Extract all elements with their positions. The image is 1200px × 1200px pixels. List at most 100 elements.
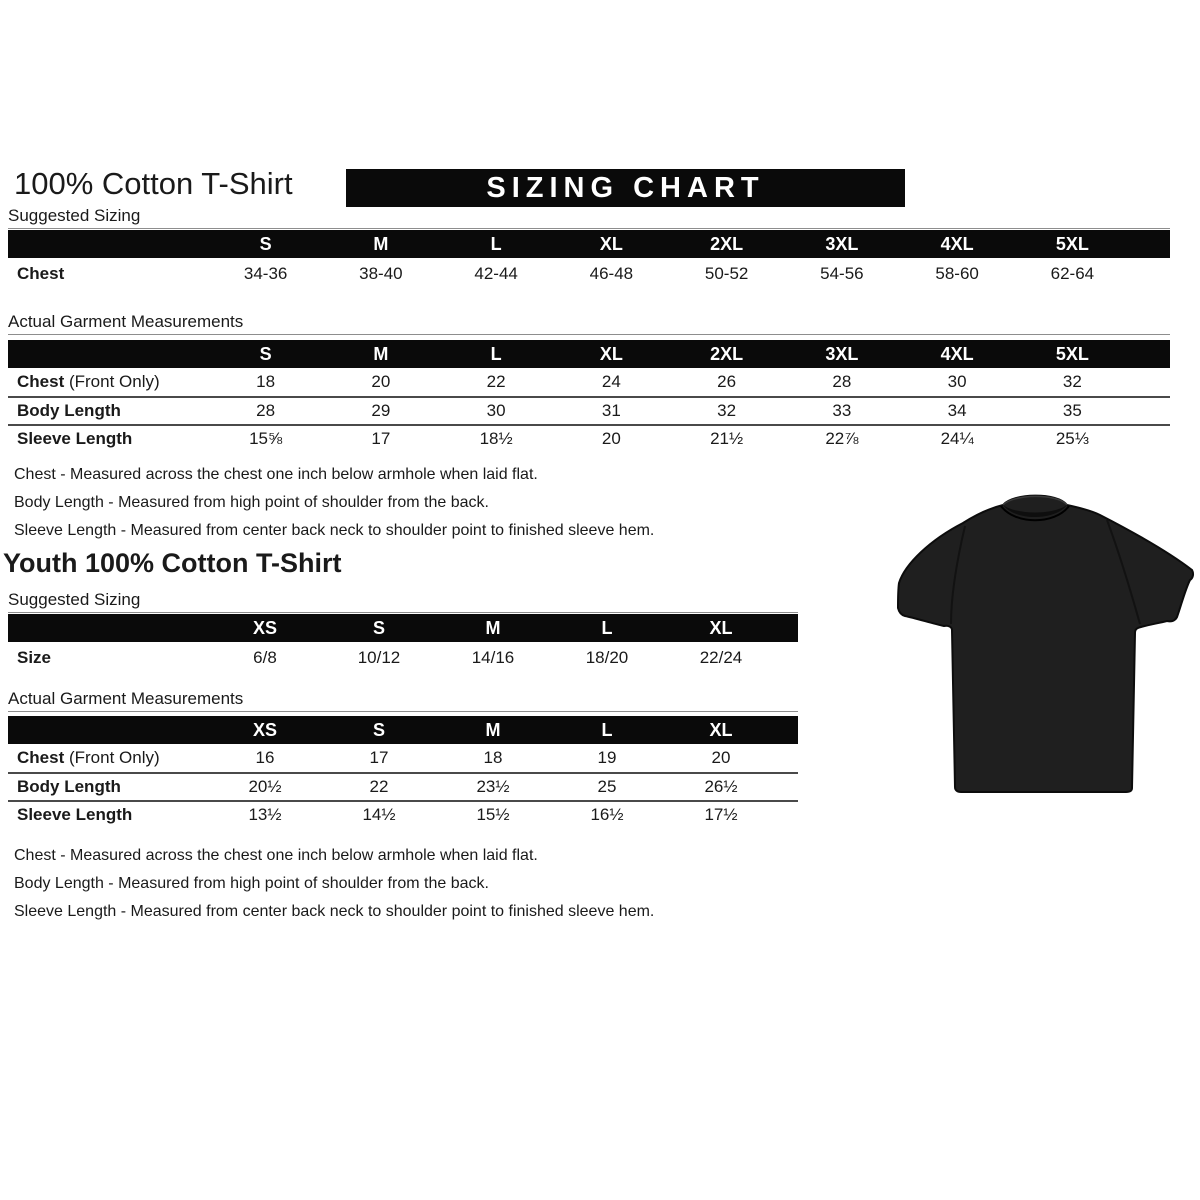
size-column-header: M (485, 719, 501, 740)
size-column-header: XL (709, 719, 733, 740)
size-column-header: XL (599, 343, 623, 364)
value-cell: 22 (369, 777, 389, 796)
youth-suggested-sizing-table: XS S M L XL Size 6/8 10/12 14/16 18/20 22/24 (8, 614, 798, 674)
value-cell: 14½ (362, 805, 396, 824)
value-cell: 62-64 (1050, 264, 1095, 283)
row-label: Size (17, 648, 52, 667)
table-row: Body Length 28 29 30 31 32 33 34 35 (8, 396, 1170, 424)
sizing-chart-banner: SIZING CHART (346, 169, 905, 207)
adult-actual-measurements-table: S M L XL 2XL 3XL 4XL 5XL Chest (Front Only) 18 20 2… (8, 340, 1170, 452)
size-column-header: 5XL (1055, 343, 1089, 364)
value-cell: 20 (601, 429, 621, 448)
size-column-header: L (490, 343, 502, 364)
tshirt-collar-highlight (1002, 495, 1068, 506)
value-cell: 18/20 (585, 648, 629, 667)
value-cell: 20 (371, 372, 391, 391)
value-cell: 19 (597, 748, 617, 767)
size-column-header: M (485, 617, 501, 638)
note-body-length: Body Length - Measured from high point o… (14, 875, 489, 892)
youth-actual-measurements-table: XS S M L XL Chest (Front Only) 16 17 18 19 20 Body … (8, 716, 798, 828)
table-header-row: S M L XL 2XL 3XL 4XL 5XL (8, 230, 1170, 258)
value-cell: 17 (369, 748, 389, 767)
value-cell: 20½ (248, 777, 282, 796)
value-cell: 20 (711, 748, 731, 767)
size-column-header: M (373, 233, 389, 254)
value-cell: 34-36 (243, 264, 288, 283)
table-header-row: XS S M L XL (8, 716, 798, 744)
value-cell: 30 (486, 401, 506, 420)
row-label: Sleeve Length (17, 805, 133, 824)
value-cell: 58-60 (935, 264, 979, 283)
value-cell: 26½ (704, 777, 738, 796)
value-cell: 25⅓ (1055, 429, 1089, 448)
value-cell: 38-40 (359, 264, 403, 283)
row-label: Chest (Front Only) (17, 372, 160, 391)
value-cell: 15½ (476, 805, 510, 824)
value-cell: 16 (255, 748, 275, 767)
value-cell: 32 (717, 401, 737, 420)
value-cell: 22⅞ (825, 429, 859, 448)
size-column-header: 5XL (1055, 233, 1089, 254)
value-cell: 10/12 (357, 648, 401, 667)
adult-measurement-notes: Chest - Measured across the chest one in… (14, 461, 654, 545)
table-row: Sleeve Length 15⅝ 17 18½ 20 21½ 22⅞ 24¼ 25⅓ (8, 424, 1170, 452)
value-cell: 22/24 (699, 648, 743, 667)
section-label-youth-suggested-sizing: Suggested Sizing (8, 589, 798, 613)
size-column-header: XS (252, 617, 277, 638)
value-cell: 32 (1062, 372, 1082, 391)
table-header-row: XS S M L XL (8, 614, 798, 642)
note-chest: Chest - Measured across the chest one in… (14, 466, 538, 483)
value-cell: 17½ (704, 805, 738, 824)
table-row: Body Length 20½ 22 23½ 25 26½ (8, 772, 798, 800)
tshirt-collar (1003, 505, 1067, 517)
size-column-header: M (373, 343, 389, 364)
value-cell: 17 (371, 429, 391, 448)
youth-measurement-notes: Chest - Measured across the chest one in… (14, 842, 654, 926)
size-column-header: XL (709, 617, 733, 638)
value-cell: 31 (601, 401, 621, 420)
value-cell: 28 (256, 401, 276, 420)
note-chest: Chest - Measured across the chest one in… (14, 847, 538, 864)
note-sleeve-length: Sleeve Length - Measured from center bac… (14, 522, 655, 539)
value-cell: 21½ (710, 429, 744, 448)
section-label-adult-actual-measurements: Actual Garment Measurements (8, 311, 1170, 335)
value-cell: 29 (371, 401, 391, 420)
black-tshirt-image (897, 494, 1195, 793)
tshirt-right-sleeve-seam (1106, 519, 1141, 625)
page-title: 100% Cotton T-Shirt (14, 166, 293, 201)
value-cell: 22 (486, 372, 506, 391)
size-column-header: 4XL (940, 343, 974, 364)
youth-title: Youth 100% Cotton T-Shirt (3, 548, 342, 578)
size-column-header: S (372, 617, 385, 638)
size-column-header: XL (599, 233, 623, 254)
value-cell: 16½ (590, 805, 624, 824)
value-cell: 35 (1062, 401, 1082, 420)
value-cell: 23½ (476, 777, 510, 796)
value-cell: 28 (832, 372, 852, 391)
table-row: Size 6/8 10/12 14/16 18/20 22/24 (8, 642, 798, 674)
section-label-adult-suggested-sizing: Suggested Sizing (8, 205, 1170, 229)
size-column-header: 2XL (710, 233, 744, 254)
value-cell: 6/8 (253, 648, 277, 667)
row-label: Chest (Front Only) (17, 748, 160, 767)
table-row: Chest (Front Only) 16 17 18 19 20 (8, 744, 798, 772)
size-column-header: 4XL (940, 233, 974, 254)
section-label-youth-actual-measurements: Actual Garment Measurements (8, 688, 798, 712)
table-header-row: S M L XL 2XL 3XL 4XL 5XL (8, 340, 1170, 368)
adult-suggested-sizing-table: S M L XL 2XL 3XL 4XL 5XL Chest 34-36 38-40 42-44 46-… (8, 230, 1170, 290)
row-label: Body Length (17, 777, 121, 796)
value-cell: 13½ (248, 805, 282, 824)
size-column-header: 3XL (825, 343, 859, 364)
value-cell: 24 (601, 372, 621, 391)
note-sleeve-length: Sleeve Length - Measured from center bac… (14, 903, 655, 920)
table-row: Chest (Front Only) 18 20 22 24 26 28 30 32 (8, 368, 1170, 396)
size-column-header: L (490, 233, 502, 254)
value-cell: 46-48 (589, 264, 634, 283)
row-label: Body Length (17, 401, 121, 420)
value-cell: 14/16 (471, 648, 515, 667)
value-cell: 24¼ (940, 429, 974, 448)
value-cell: 18 (483, 748, 503, 767)
size-column-header: L (601, 617, 613, 638)
sizing-chart-banner-text: SIZING CHART (486, 171, 765, 204)
